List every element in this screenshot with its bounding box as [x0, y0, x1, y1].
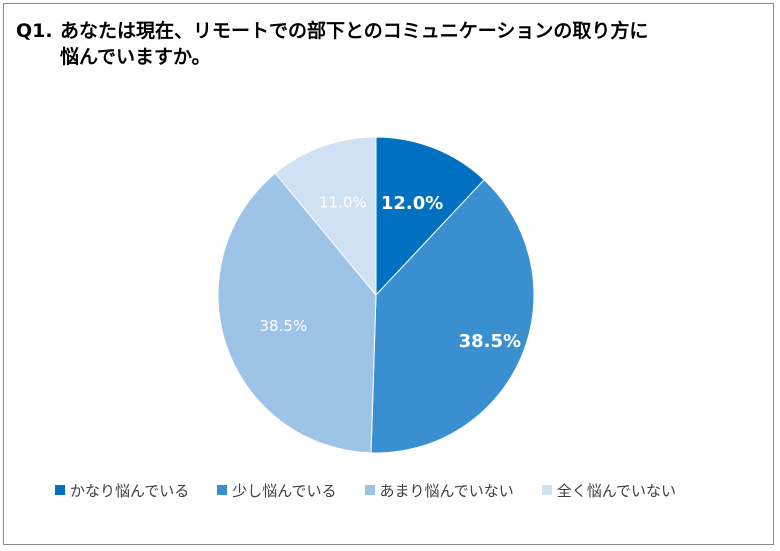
legend-swatch-2	[217, 485, 228, 495]
legend-item-1: かなり悩んでいる	[55, 480, 189, 501]
chart-title-line1: Q1. あなたは現在、リモートでの部下とのコミュニケーションの取り方に	[16, 18, 756, 44]
legend-item-4: 全く悩んでいない	[541, 480, 677, 501]
question-number: Q1.	[16, 20, 53, 42]
pie-slice-4	[274, 136, 377, 297]
data-label-4: 11.0%	[319, 193, 367, 211]
data-label-1: 12.0%	[381, 193, 443, 214]
pie-slice-2	[370, 179, 535, 454]
pie-slice-3	[217, 172, 377, 454]
legend-swatch-1	[55, 485, 65, 495]
chart-legend: かなり悩んでいる 少し悩んでいる あまり悩んでいない 全く悩んでいない	[55, 478, 704, 502]
chart-title-line2: 悩んでいますか。	[60, 46, 211, 68]
legend-label-3: あまり悩んでいない	[379, 481, 514, 500]
legend-swatch-3	[364, 485, 375, 495]
legend-item-3: あまり悩んでいない	[364, 480, 514, 501]
legend-label-1: かなり悩んでいる	[70, 481, 190, 500]
data-label-3: 38.5%	[259, 317, 307, 335]
pie-slice-1	[375, 136, 485, 297]
legend-label-4: 全く悩んでいない	[556, 481, 677, 500]
chart-title: Q1. あなたは現在、リモートでの部下とのコミュニケーションの取り方に 悩んでいま…	[16, 18, 756, 70]
data-label-2: 38.5%	[459, 331, 521, 352]
legend-item-2: 少し悩んでいる	[217, 480, 337, 501]
legend-label-2: 少し悩んでいる	[232, 481, 337, 500]
legend-swatch-4	[541, 485, 552, 495]
title-text-line1: あなたは現在、リモートでの部下とのコミュニケーションの取り方に	[60, 20, 649, 42]
